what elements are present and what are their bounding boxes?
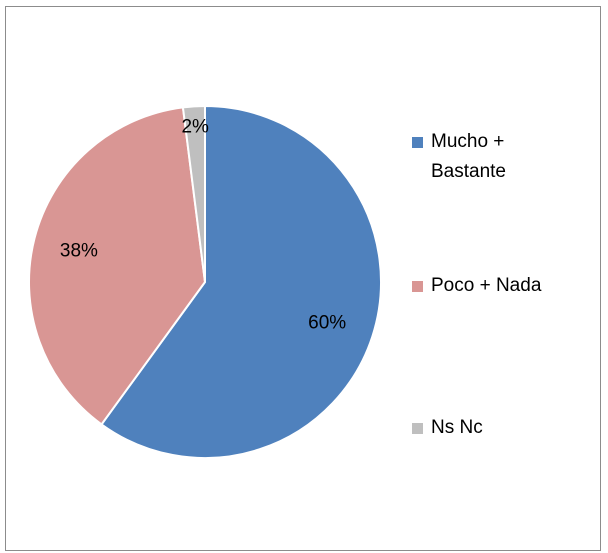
- pie-slice-mucho-bastante: [100, 104, 382, 459]
- legend-swatch-mucho-bastante: [412, 137, 423, 148]
- pie-data-labels: 60% 38% 2%: [60, 117, 346, 334]
- legend-item-mucho-bastante: Mucho + Bastante: [412, 130, 571, 187]
- pie-slices: [28, 104, 382, 459]
- legend-label-poco-nada: Poco + Nada: [431, 275, 542, 296]
- legend-swatch-poco-nada: [412, 281, 423, 292]
- legend-label-ns-nc: Ns Nc: [431, 417, 483, 438]
- pie-slice-ns-nc: [181, 104, 206, 283]
- legend-label-mucho-bastante: Mucho + Bastante: [431, 131, 506, 182]
- data-label-ns-nc: 2%: [181, 117, 209, 138]
- data-label-mucho-bastante: 60%: [308, 313, 346, 334]
- data-label-poco-nada: 38%: [60, 241, 98, 262]
- legend-item-ns-nc: Ns Nc: [412, 416, 571, 443]
- pie-slice-poco-nada: [28, 106, 207, 426]
- legend-item-poco-nada: Poco + Nada: [412, 274, 571, 301]
- legend-swatch-ns-nc: [412, 423, 423, 434]
